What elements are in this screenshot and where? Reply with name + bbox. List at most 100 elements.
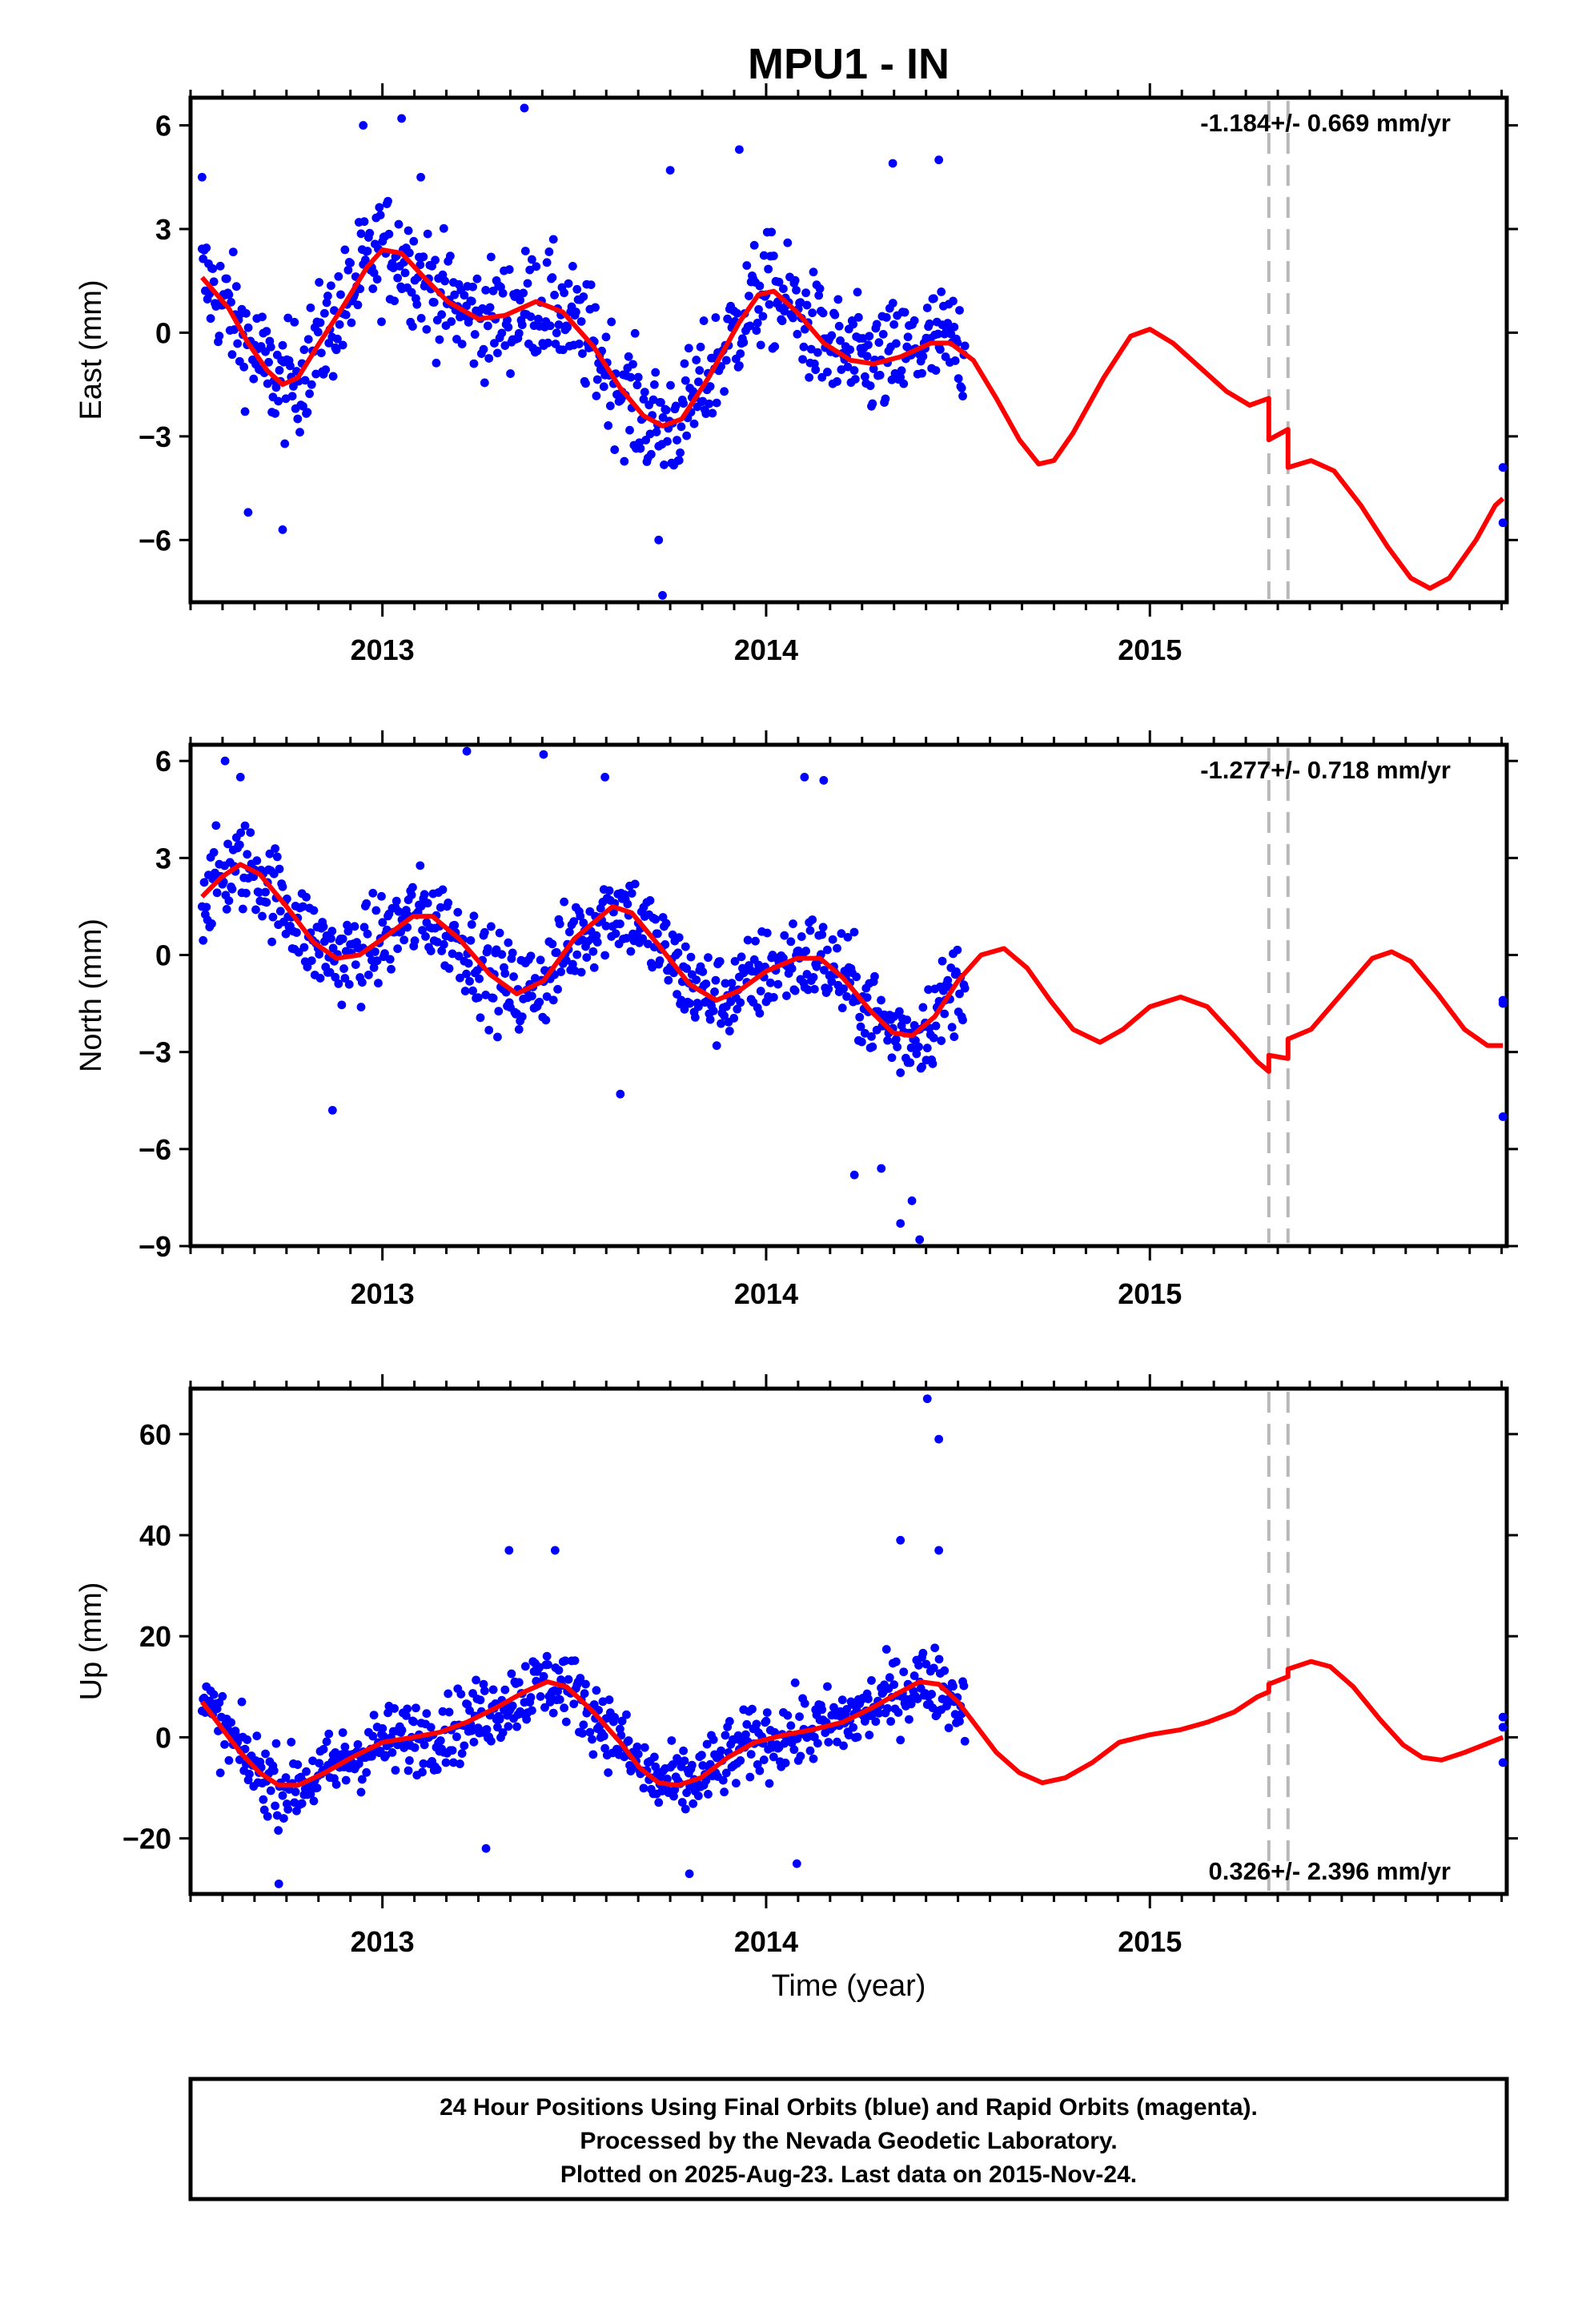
north-data-point (896, 1068, 905, 1077)
east-data-point (338, 340, 347, 350)
north-data-point (861, 1028, 869, 1038)
up-data-point (309, 1796, 319, 1806)
north-data-point (272, 852, 282, 862)
east-data-point (299, 345, 309, 355)
up-data-point (955, 1717, 964, 1726)
north-data-point (616, 1089, 625, 1099)
up-x-tick-label: 2014 (734, 1925, 798, 1958)
north-data-point (527, 991, 536, 1001)
north-data-point (733, 1004, 742, 1014)
north-data-point (648, 963, 657, 972)
up-data-point (865, 1731, 874, 1739)
east-data-point (327, 281, 335, 291)
north-data-point (236, 828, 246, 838)
north-data-point (711, 975, 721, 985)
east-data-point (336, 290, 345, 300)
up-data-point (390, 1704, 400, 1713)
east-data-point (935, 345, 945, 354)
chart-title: MPU1 - IN (748, 40, 950, 88)
up-data-point (319, 1744, 328, 1754)
east-data-point (315, 278, 324, 287)
north-y-tick-label: 6 (155, 745, 171, 778)
north-data-point (651, 915, 661, 924)
north-data-point (495, 928, 504, 938)
north-data-point (569, 917, 579, 927)
north-data-point (730, 956, 740, 966)
east-data-point (684, 344, 693, 353)
east-data-point (316, 348, 326, 358)
north-data-point (262, 898, 271, 907)
north-data-point (275, 907, 285, 916)
north-data-point (837, 1003, 847, 1013)
east-data-point (400, 268, 410, 278)
east-data-point (340, 245, 350, 255)
up-data-point (331, 1779, 341, 1789)
east-data-point (834, 321, 844, 331)
east-data-point (850, 375, 860, 384)
north-data-point (789, 919, 797, 928)
east-data-point (488, 286, 498, 296)
north-data-point (812, 962, 821, 971)
north-data-point (828, 935, 837, 944)
up-data-point (504, 1546, 514, 1555)
east-data-point (228, 247, 238, 257)
east-data-point (661, 405, 671, 415)
up-data-point (861, 1717, 869, 1726)
up-data-point (555, 1695, 564, 1704)
up-data-point (422, 1709, 432, 1719)
east-data-point (817, 372, 827, 382)
east-data-point (202, 243, 211, 252)
up-data-point (271, 1739, 281, 1748)
north-data-point (400, 935, 409, 945)
up-y-tick-label: 0 (155, 1721, 171, 1754)
north-data-point (727, 979, 737, 987)
up-data-point (685, 1869, 694, 1879)
east-data-point (872, 320, 881, 329)
north-data-point (953, 945, 962, 955)
east-y-tick-label: −6 (139, 524, 171, 557)
up-data-point (746, 1750, 756, 1759)
east-data-point (711, 313, 721, 322)
east-data-point (409, 236, 419, 246)
east-data-point (359, 217, 369, 227)
east-data-point (548, 273, 557, 282)
north-data-point (929, 1033, 938, 1043)
north-data-point (877, 995, 885, 1005)
up-data-point (220, 1739, 229, 1749)
up-data-point (383, 1708, 392, 1718)
north-data-point (887, 1053, 897, 1063)
up-data-point (472, 1675, 480, 1685)
north-data-point (497, 950, 507, 959)
north-data-point (542, 992, 552, 1001)
up-x-tick-label: 2015 (1118, 1925, 1182, 1958)
up-data-point (274, 1879, 283, 1888)
east-data-point (756, 340, 765, 350)
up-data-point (209, 1690, 219, 1699)
east-data-point (679, 399, 689, 408)
north-model-fit-line (200, 862, 1504, 1074)
north-data-point (351, 960, 360, 970)
east-data-point (802, 300, 812, 310)
north-data-point (271, 844, 280, 854)
north-data-point (673, 990, 681, 999)
up-data-point (1498, 1758, 1508, 1767)
east-data-point (447, 317, 456, 326)
up-data-point (761, 1716, 771, 1726)
north-y-tick-label: 3 (155, 842, 171, 875)
east-data-point (592, 391, 601, 400)
north-data-point (481, 990, 491, 999)
north-data-point (469, 911, 479, 921)
north-data-point (611, 929, 620, 939)
east-data-point (504, 323, 513, 332)
up-data-point (560, 1656, 570, 1666)
east-data-point (799, 342, 809, 352)
north-data-point (685, 999, 695, 1008)
up-data-point (293, 1760, 303, 1769)
up-data-point (604, 1768, 613, 1777)
east-data-point (861, 372, 869, 381)
footer-line-3: Plotted on 2025-Aug-23. Last data on 201… (560, 2161, 1137, 2188)
east-data-point (323, 292, 332, 300)
north-data-point (350, 922, 359, 931)
up-data-point (736, 1756, 745, 1765)
east-data-point (853, 312, 863, 322)
